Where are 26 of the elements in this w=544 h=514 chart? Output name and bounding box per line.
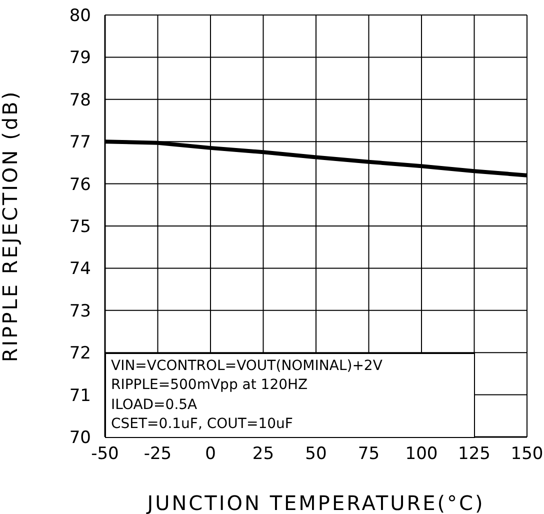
y-tick-label: 74 [69,259,91,280]
y-tick-label: 76 [69,174,91,195]
y-tick-label: 75 [69,217,91,238]
y-tick-label: 79 [69,48,91,68]
x-tick-label: 75 [358,444,380,464]
x-tick-label: -50 [91,444,119,464]
y-axis-title: RIPPLE REJECTION (dB) [0,90,22,362]
annotation: ILOAD=0.5A [111,396,198,415]
y-tick-label: 73 [69,301,91,322]
y-tick-label: 77 [69,132,91,153]
annotation: VIN=VCONTROL=VOUT(NOMINAL)+2V [111,356,384,376]
y-tick-label: 72 [69,344,91,364]
y-tick-label: 71 [69,386,91,406]
x-axis-title: JUNCTION TEMPERATURE(°C) [145,491,485,514]
x-tick-label: 125 [458,444,490,464]
x-tick-label: -25 [144,444,172,464]
y-tick-label: 70 [69,428,91,448]
x-tick-label: 50 [305,444,327,464]
y-tick-label: 78 [69,90,91,110]
x-tick-label: 0 [205,444,216,464]
x-tick-label: 150 [510,444,544,464]
annotation: CSET=0.1uF, COUT=10uF [111,415,294,434]
x-tick-label: 100 [405,444,438,464]
y-tick-label: 80 [69,6,91,26]
annotation: RIPPLE=500mVpp at 120HZ [111,376,309,396]
x-tick-label: 25 [252,444,274,464]
